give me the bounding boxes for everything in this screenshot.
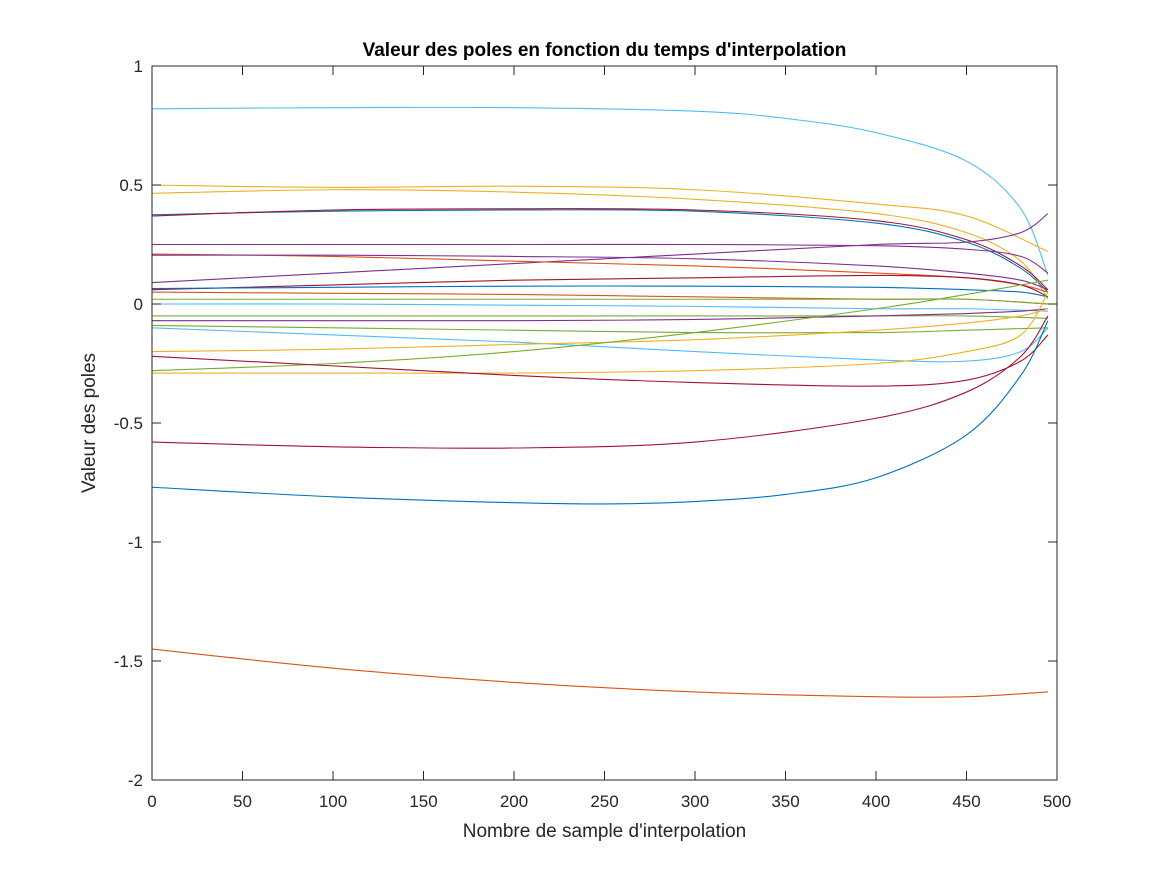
series-line-2 [151, 106, 1049, 276]
series-line-24 [151, 315, 1049, 449]
series-line-3 [151, 184, 1049, 253]
series-line-14 [151, 298, 1048, 305]
series-line-20 [151, 308, 1049, 353]
x-tick-label: 50 [233, 792, 252, 811]
chart-title: Valeur des poles en fonction du temps d'… [363, 40, 847, 61]
series-line-7 [152, 243, 1049, 274]
y-tick-label: 1 [134, 57, 143, 76]
series-line-18 [151, 327, 1049, 363]
y-axis-label: Valeur des poles [79, 353, 100, 493]
series-line-6 [151, 208, 1049, 291]
y-tick-label: 0 [134, 295, 143, 314]
series-line-10 [151, 254, 1049, 291]
x-tick-label: 350 [771, 792, 799, 811]
x-tick-label: 150 [409, 792, 437, 811]
x-tick-label: 450 [952, 792, 980, 811]
series-line-19 [151, 324, 1048, 334]
series-line-25 [151, 320, 1049, 505]
x-tick-label: 300 [681, 792, 709, 811]
series-layer [151, 65, 1049, 698]
tick-layer: 0 50 100 150 200 250 300 350 400 450 500 -2 -1.5 -1 -0… [114, 57, 1071, 811]
series-line-11 [151, 274, 1049, 298]
y-tick-label: -1 [128, 533, 143, 552]
x-tick-label: 250 [590, 792, 618, 811]
y-tick-label: -2 [128, 771, 143, 790]
series-line-22 [151, 291, 1049, 374]
series-line-4 [151, 189, 1049, 300]
x-tick-label: 0 [147, 792, 156, 811]
series-line-15 [151, 303, 1048, 312]
x-tick-label: 400 [862, 792, 890, 811]
series-line-21 [151, 279, 1049, 372]
plot-frame [151, 65, 1058, 781]
x-tick-label: 100 [319, 792, 347, 811]
y-tick-label: -1.5 [114, 652, 143, 671]
series-line-16 [151, 315, 1048, 319]
y-tick-label: 0.5 [119, 176, 143, 195]
series-line-23 [151, 334, 1049, 387]
series-line-26 [151, 648, 1048, 698]
plot-area [152, 66, 1057, 780]
series-line-8 [151, 213, 1049, 284]
x-axis-label: Nombre de sample d'interpolation [463, 821, 747, 842]
series-line-17 [151, 308, 1048, 322]
x-tick-label: 500 [1043, 792, 1071, 811]
y-tick-label: -0.5 [114, 414, 143, 433]
x-tick-label: 200 [500, 792, 528, 811]
